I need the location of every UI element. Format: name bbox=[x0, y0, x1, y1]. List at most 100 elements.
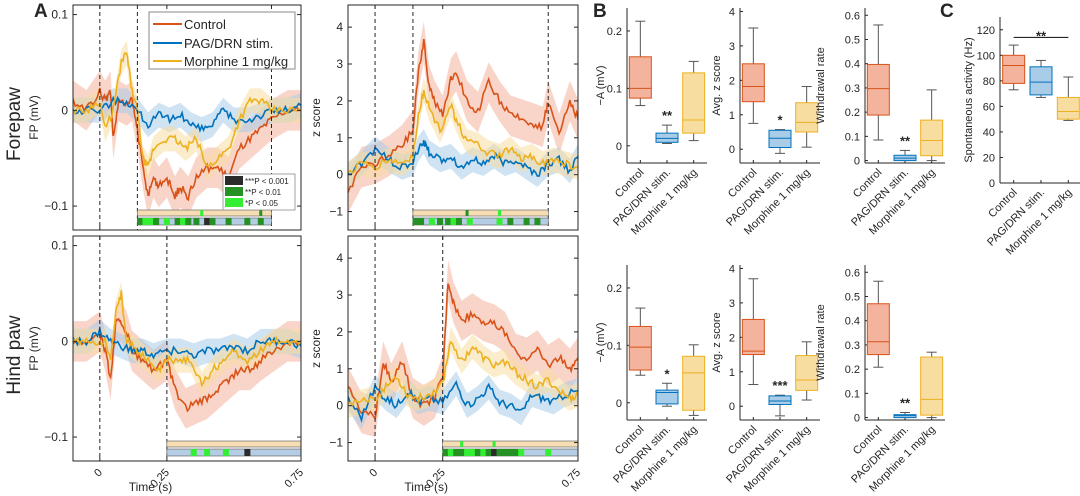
y-tick-label: 0.1 bbox=[845, 388, 860, 400]
sig-mark-morphine bbox=[498, 210, 502, 216]
y-tick-label: 0.2 bbox=[845, 364, 860, 376]
y-tick-label: 2 bbox=[336, 325, 343, 339]
y-tick-label: 0.2 bbox=[845, 107, 860, 119]
y-axis-label: Avg. z score bbox=[711, 312, 723, 372]
y-tick-label: 3 bbox=[729, 41, 735, 53]
sig-mark-stim bbox=[496, 449, 503, 456]
y-axis-label: z score bbox=[309, 98, 323, 137]
sig-mark-stim bbox=[480, 449, 487, 456]
sig-mark-stim bbox=[222, 449, 229, 456]
y-axis-label: Spontaneous activity (Hz) bbox=[963, 37, 975, 162]
box-stim bbox=[768, 395, 792, 405]
sig-mark-stim bbox=[464, 449, 471, 456]
series-line-stim bbox=[348, 139, 578, 177]
y-tick-label: 0 bbox=[616, 141, 622, 153]
legend-box bbox=[148, 11, 296, 70]
sig-mark-stim bbox=[518, 449, 525, 456]
sig-mark-stim bbox=[137, 218, 144, 225]
sig-mark-stim bbox=[179, 218, 186, 225]
box-control bbox=[866, 63, 890, 116]
box-morphine bbox=[1056, 96, 1080, 120]
y-tick-label: 0.4 bbox=[845, 59, 860, 71]
y-axis-label: FP (mV) bbox=[27, 95, 41, 139]
x-axis-label: Time (s) bbox=[129, 480, 173, 494]
sig-mark-stim bbox=[491, 449, 498, 456]
sig-mark-stim bbox=[209, 218, 216, 225]
sig-mark-stim bbox=[507, 449, 514, 456]
sig-bar-stim bbox=[166, 448, 302, 457]
significance-stars: ** bbox=[900, 133, 911, 148]
significance-stars: ** bbox=[662, 108, 673, 123]
y-tick-label: 120 bbox=[977, 25, 995, 37]
y-tick-label: 0.3 bbox=[845, 83, 860, 95]
y-tick-label: 0.2 bbox=[607, 26, 622, 38]
sig-mark-stim bbox=[257, 218, 264, 225]
axes-frame bbox=[72, 4, 302, 231]
panel-label-a: A bbox=[34, 1, 48, 22]
series-line-morphine bbox=[348, 89, 578, 175]
sig-bar-morphine bbox=[412, 209, 549, 217]
box-morphine bbox=[920, 119, 944, 157]
significance-stars: *** bbox=[772, 378, 788, 393]
axes-frame bbox=[347, 4, 579, 231]
y-tick-label: 2 bbox=[729, 75, 735, 87]
series-line-morphine bbox=[73, 52, 301, 167]
sig-mark-morphine bbox=[200, 210, 204, 216]
sig-mark-stim bbox=[142, 218, 149, 225]
x-axis-label: Time (s) bbox=[404, 480, 448, 494]
y-tick-label: 1 bbox=[729, 367, 735, 379]
error-band-morphine bbox=[348, 326, 578, 418]
legend-label-morphine: Morphine 1 mg/kg bbox=[184, 54, 288, 69]
y-tick-label: 0.6 bbox=[845, 10, 860, 22]
y-axis-label: FP (mV) bbox=[27, 326, 41, 370]
y-tick-label: 0.1 bbox=[607, 340, 622, 352]
box-stim bbox=[655, 132, 679, 143]
box-control bbox=[866, 303, 890, 356]
box-morphine bbox=[682, 72, 706, 134]
sig-mark-stim bbox=[474, 449, 481, 456]
sig-mark-stim bbox=[185, 218, 192, 225]
sig-mark-stim bbox=[418, 218, 425, 225]
sig-label-3: ***P < 0.001 bbox=[245, 177, 289, 186]
y-tick-label: 40 bbox=[983, 127, 995, 139]
sig-label-1: *P < 0.05 bbox=[245, 199, 279, 208]
box-morphine bbox=[920, 356, 944, 416]
y-tick-label: 0.3 bbox=[845, 340, 860, 352]
sig-mark-morphine bbox=[492, 441, 496, 447]
sig-mark-stim bbox=[190, 449, 197, 456]
series-line-morphine bbox=[348, 340, 578, 407]
y-tick-label: 0.6 bbox=[845, 267, 860, 279]
y-axis-label: z score bbox=[309, 329, 323, 368]
box-control bbox=[741, 318, 765, 356]
sig-mark-stim bbox=[153, 218, 160, 225]
series-line-control bbox=[348, 283, 578, 421]
y-axis-label: Withdrawal rate bbox=[815, 47, 827, 123]
y-tick-label: 0.5 bbox=[845, 291, 860, 303]
y-tick-label: 80 bbox=[983, 76, 995, 88]
sig-mark-stim bbox=[496, 218, 503, 225]
sig-mark-stim bbox=[501, 449, 508, 456]
y-tick-label: −0.1 bbox=[44, 430, 68, 444]
x-tick-label: 0.75 bbox=[559, 467, 583, 491]
x-tick-label: 0 bbox=[92, 467, 105, 480]
sig-swatch-3 bbox=[225, 176, 243, 185]
box-morphine bbox=[682, 355, 706, 411]
y-tick-label: 0 bbox=[854, 413, 860, 425]
y-tick-label: 0.2 bbox=[607, 283, 622, 295]
y-tick-label: 60 bbox=[983, 101, 995, 113]
box-stim bbox=[1029, 66, 1053, 96]
legend: Control PAG/DRN stim. Morphine 1 mg/kg bbox=[148, 11, 296, 70]
y-tick-label: 1 bbox=[336, 131, 343, 145]
y-tick-label: 0 bbox=[729, 401, 735, 413]
y-tick-label: 4 bbox=[729, 263, 735, 275]
y-tick-label: 4 bbox=[336, 20, 343, 34]
significance-stars: * bbox=[664, 366, 670, 381]
row-label-forepaw: Forepaw bbox=[4, 87, 25, 161]
y-tick-label: 0.1 bbox=[51, 239, 68, 253]
y-tick-label: 100 bbox=[977, 50, 995, 62]
legend-label-stim: PAG/DRN stim. bbox=[184, 36, 273, 51]
significance-legend: ***P < 0.001 **P < 0.01 *P < 0.05 bbox=[222, 173, 296, 211]
